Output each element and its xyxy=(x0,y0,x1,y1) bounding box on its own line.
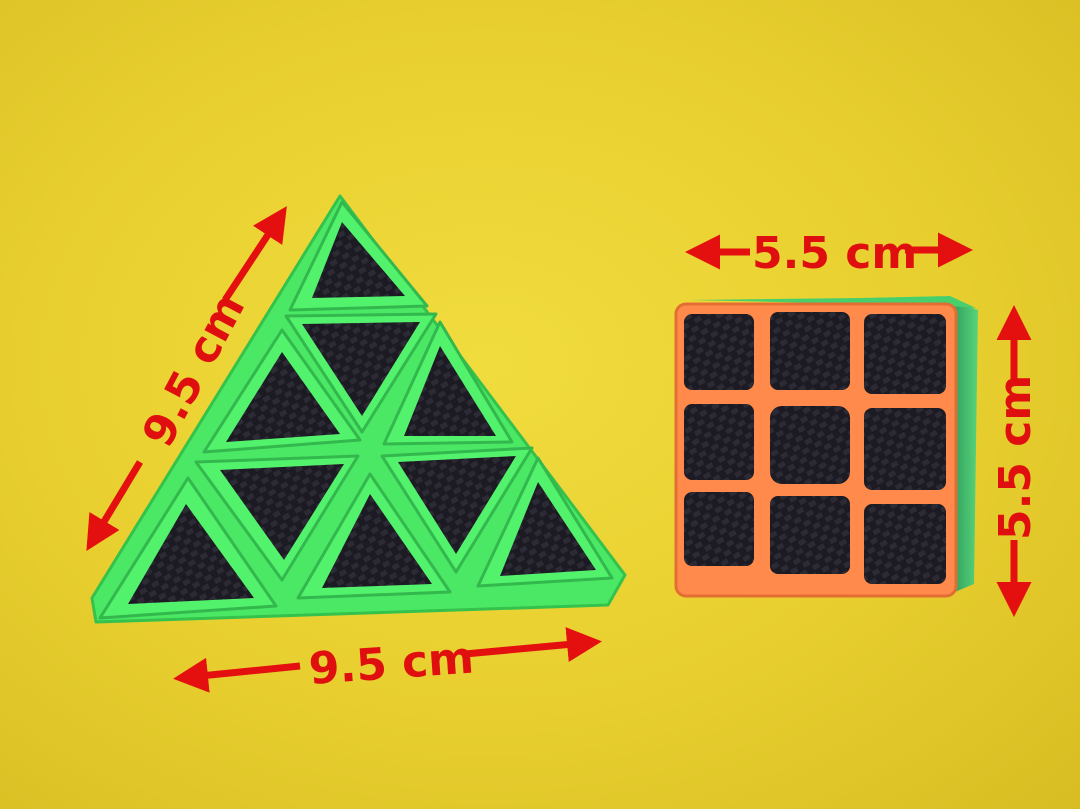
arrow-down-icon xyxy=(86,460,143,551)
cube-sticker xyxy=(770,406,850,484)
pyraminx-base-dimension: 9.5 cm xyxy=(173,627,602,695)
cube-puzzle xyxy=(674,296,978,598)
pyraminx-sticker xyxy=(322,494,432,588)
cube-height-dimension: 5.5 cm xyxy=(990,305,1041,617)
pyraminx-sticker xyxy=(128,504,254,604)
cube-width-label: 5.5 cm xyxy=(752,228,917,279)
pyraminx-sticker xyxy=(220,464,344,560)
cube-width-dimension: 5.5 cm xyxy=(685,228,973,279)
cube-top-edge xyxy=(690,296,976,308)
pyraminx-base-label: 9.5 cm xyxy=(307,633,475,695)
pyraminx-puzzle xyxy=(90,194,627,624)
pyraminx-sticker xyxy=(302,322,420,416)
pyraminx-sticker xyxy=(398,456,516,554)
arrow-up-icon xyxy=(222,206,287,302)
cube-sticker xyxy=(864,408,946,490)
cube-sticker xyxy=(684,492,754,566)
cube-sticker xyxy=(684,314,754,390)
pyraminx-sticker xyxy=(500,482,596,576)
cube-sticker xyxy=(864,314,946,394)
pyraminx-sticker xyxy=(404,346,496,436)
arrow-right-icon xyxy=(464,627,602,662)
pyraminx-sticker xyxy=(226,352,340,442)
cube-sticker xyxy=(864,504,946,584)
cube-height-label: 5.5 cm xyxy=(990,375,1041,540)
arrow-left-icon xyxy=(173,657,301,693)
cube-sticker xyxy=(684,404,754,480)
cube-sticker xyxy=(770,312,850,390)
pyraminx-sticker xyxy=(312,222,405,298)
cube-sticker xyxy=(770,496,850,574)
